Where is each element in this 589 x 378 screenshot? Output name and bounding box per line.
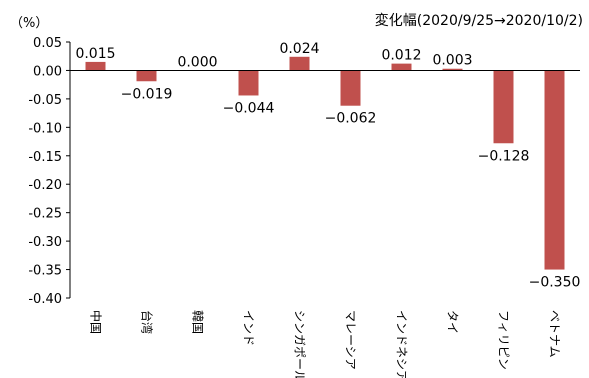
y-tick-label: -0.20 — [28, 178, 62, 193]
y-axis-unit-label: （%） — [10, 16, 49, 31]
data-label: 0.015 — [75, 46, 115, 62]
data-label: −0.062 — [325, 111, 377, 127]
data-label: −0.350 — [529, 275, 581, 291]
chart-subtitle: 変化幅(2020/9/25→2020/10/2) — [374, 13, 583, 29]
x-category-label: シンガポール — [293, 310, 307, 378]
x-category-label: 韓国 — [191, 310, 205, 334]
x-category-label: フィリピン — [497, 310, 511, 370]
data-label: −0.128 — [478, 148, 530, 164]
y-tick-label: -0.40 — [28, 292, 62, 307]
x-category-label: インド — [242, 310, 256, 346]
data-label: 0.012 — [381, 48, 421, 64]
y-tick-label: -0.25 — [28, 207, 62, 222]
y-tick-label: -0.30 — [28, 235, 62, 250]
bar — [544, 70, 565, 270]
y-tick-label: -0.15 — [28, 150, 62, 165]
y-tick-label: -0.35 — [28, 264, 62, 279]
x-category-label: ベトナム — [548, 310, 562, 358]
bar — [340, 70, 361, 106]
bar — [391, 63, 412, 71]
y-tick-label: -0.05 — [28, 93, 62, 108]
bar — [238, 70, 259, 96]
x-category-label: マレーシア — [344, 310, 358, 370]
bar — [85, 61, 106, 71]
x-category-label: タイ — [446, 310, 460, 334]
y-tick-label: 0.05 — [33, 36, 62, 51]
data-label: 0.003 — [432, 53, 472, 69]
x-category-label: インドネシア — [395, 310, 409, 378]
x-category-label: 中国 — [89, 310, 104, 334]
y-tick-label: 0.00 — [33, 64, 62, 79]
bar — [289, 56, 310, 71]
data-label: −0.019 — [121, 86, 173, 102]
bar — [442, 68, 463, 71]
data-label: 0.000 — [177, 54, 217, 70]
bar — [493, 70, 514, 144]
data-label: 0.024 — [279, 41, 319, 57]
y-tick-label: -0.10 — [28, 121, 62, 136]
x-category-label: 台湾 — [140, 310, 155, 334]
data-label: −0.044 — [223, 100, 275, 116]
bar — [136, 70, 157, 82]
